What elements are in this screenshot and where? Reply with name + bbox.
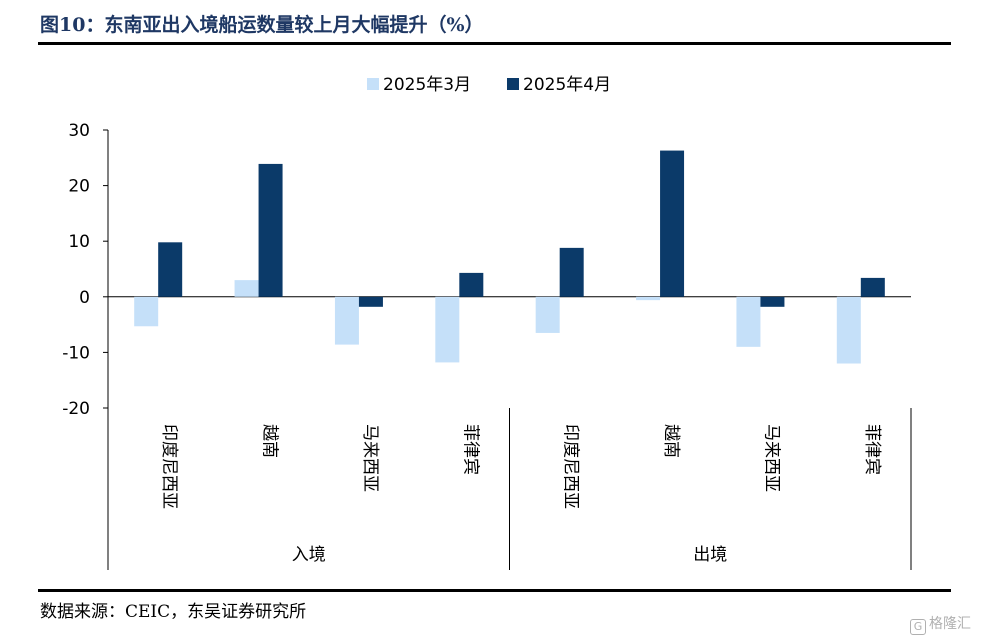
category-label: 越南	[661, 424, 681, 458]
top-rule	[38, 42, 951, 45]
y-tick-label: 20	[68, 177, 90, 197]
bar	[559, 247, 584, 297]
legend-label: 2025年4月	[523, 75, 611, 95]
bottom-rule	[38, 589, 951, 592]
bar	[258, 163, 283, 297]
legend-swatch	[367, 78, 379, 90]
bar	[334, 296, 359, 345]
figure-title: 图10：东南亚出入境船运数量较上月大幅提升（%）	[40, 14, 484, 36]
bar	[358, 296, 383, 307]
bar	[535, 296, 560, 333]
y-tick-label: 30	[68, 121, 90, 141]
category-label: 马来西亚	[761, 424, 781, 492]
chart-axes: 30 20 10 0 -10 -20	[62, 121, 912, 570]
bar	[158, 242, 183, 297]
legend-swatch	[507, 78, 519, 90]
group-label: 出境	[693, 545, 727, 565]
y-tick-label: -10	[62, 343, 90, 363]
bar	[736, 296, 761, 347]
category-label: 印度尼西亚	[561, 424, 581, 509]
watermark: G 格隆汇	[910, 613, 971, 635]
category-label: 印度尼西亚	[159, 424, 179, 509]
chart-legend: 2025年3月 2025年4月	[367, 75, 611, 95]
chart-bars	[134, 150, 885, 364]
legend-label: 2025年3月	[383, 75, 471, 95]
watermark-logo-icon: G	[910, 619, 926, 635]
bar	[836, 296, 861, 364]
bar	[435, 296, 460, 363]
bar	[459, 272, 484, 297]
bar	[636, 296, 661, 301]
y-tick-label: -20	[62, 399, 90, 419]
category-label: 越南	[260, 424, 280, 458]
category-label: 马来西亚	[360, 424, 380, 492]
category-label: 菲律宾	[460, 424, 480, 475]
watermark-text: 格隆汇	[929, 616, 971, 632]
y-tick-label: 10	[68, 232, 90, 252]
data-source-note: 数据来源：CEIC，东吴证券研究所	[40, 602, 307, 622]
y-tick-label: 0	[79, 288, 90, 308]
group-label: 入境	[292, 545, 326, 565]
category-label: 菲律宾	[862, 424, 882, 475]
bar	[234, 280, 259, 297]
bar	[660, 150, 685, 297]
bar	[134, 296, 159, 327]
bar	[760, 296, 785, 307]
bar	[860, 277, 885, 297]
